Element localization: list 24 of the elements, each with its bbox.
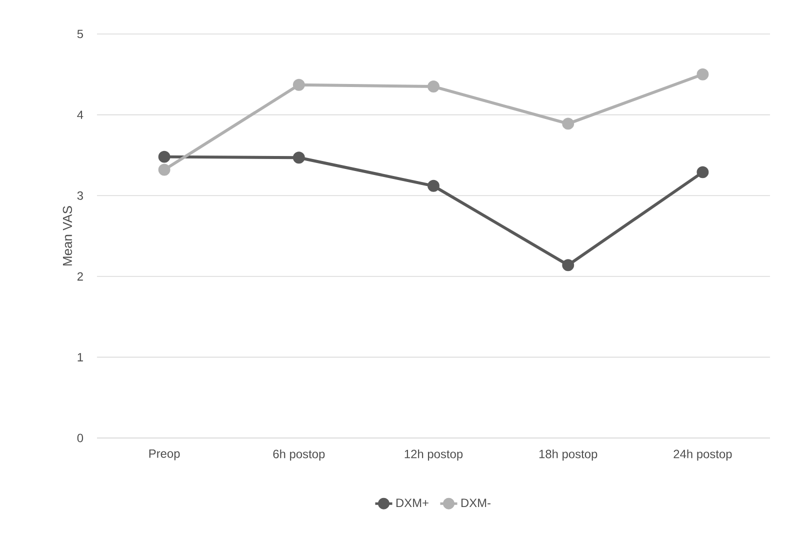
point	[696, 166, 709, 178]
x-tick-label: 6h postop	[273, 449, 325, 461]
point	[562, 259, 574, 272]
point	[696, 68, 709, 80]
x-tick-label: 12h postop	[404, 449, 463, 461]
x-tick-label: 24h postop	[674, 449, 732, 461]
point	[292, 78, 305, 91]
x-tick-label: 18h postop	[539, 449, 598, 461]
y-tick-label: 3	[77, 191, 83, 200]
y-tick-label: 0	[77, 434, 84, 442]
point	[292, 152, 305, 164]
x-tick-label: Preop	[149, 449, 180, 460]
y-tick-label: 5	[77, 30, 84, 38]
y-tick-label: 2	[77, 272, 83, 281]
y-tick-label: 4	[77, 110, 84, 119]
point	[562, 118, 574, 130]
y-tick-label: 1	[78, 353, 83, 362]
legend-label: DXM-	[461, 498, 490, 507]
legend-label: DXM+	[396, 498, 428, 507]
point	[428, 80, 440, 92]
point	[158, 164, 170, 176]
y-axis-title: Mean VAS	[62, 206, 72, 266]
point	[428, 180, 440, 192]
point	[158, 150, 170, 163]
